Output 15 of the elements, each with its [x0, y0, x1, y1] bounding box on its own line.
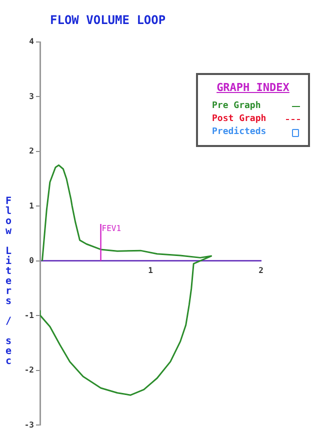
y-tick-label: 4: [29, 37, 34, 46]
y-tick-label: 3: [29, 92, 34, 101]
y-tick-label: 2: [29, 146, 34, 156]
legend-label: Post Graph: [212, 113, 266, 126]
y-tick-label: -1: [24, 310, 34, 320]
y-axis-title: Flow Liters / sec: [2, 196, 14, 366]
y-tick-label: 1: [29, 201, 34, 210]
ref-line-label: FEV1: [102, 224, 122, 234]
y-tick-label: -2: [24, 366, 34, 375]
y-tick-label: 0: [29, 256, 34, 266]
y-tick-label: -3: [24, 420, 34, 430]
text: Pre Graph: [212, 100, 261, 113]
chart-title: FLOW VOLUME LOOP: [50, 13, 166, 27]
legend-title: GRAPH INDEX: [216, 81, 290, 94]
legend-label: Predicteds: [212, 126, 266, 139]
